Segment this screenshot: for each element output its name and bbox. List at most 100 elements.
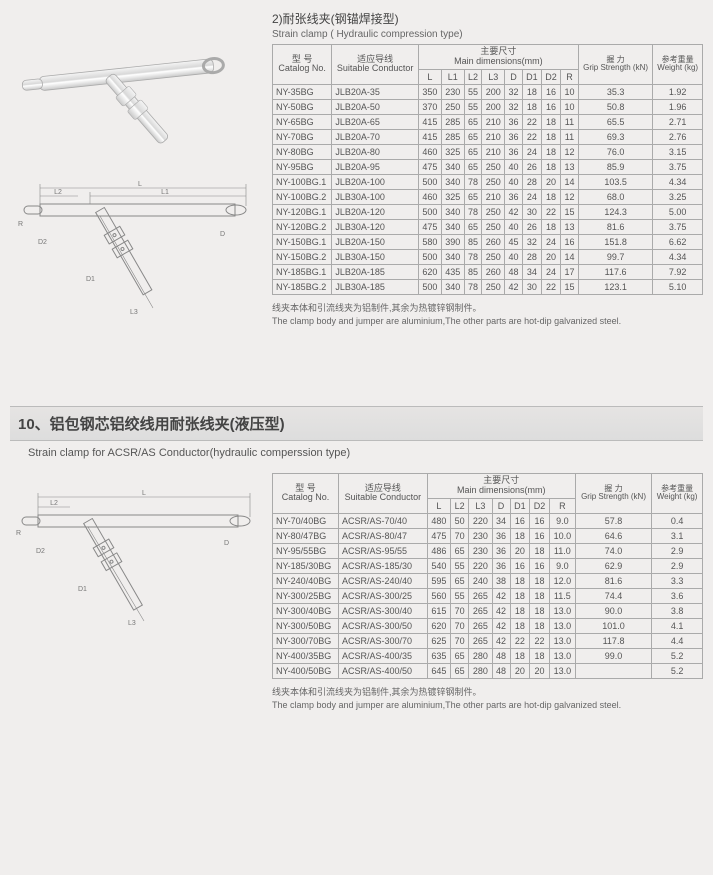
table-cell: 42 [505,279,523,294]
table-cell: 18 [530,618,550,633]
th2-weight: 参考重量 Weight (kg) [652,474,703,514]
figure-column-2: L L2 R D2 D1 D L3 [10,473,272,710]
table-cell: 14 [561,249,579,264]
table-cell: 18 [541,219,560,234]
table-cell: 250 [482,279,505,294]
table-cell: NY-80/47BG [273,528,339,543]
table-cell: ACSR/AS-300/25 [339,588,428,603]
table-row: NY-95/55BGACSR/AS-95/554866523036201811.… [273,543,703,558]
table-cell: ACSR/AS-400/35 [339,648,428,663]
table-cell: 57.8 [575,513,651,528]
table-cell: 230 [441,84,464,99]
table-cell: 620 [427,618,450,633]
table-row: NY-95BGJLB20A-95475340652504026181385.93… [273,159,703,174]
table-cell: 78 [464,279,482,294]
table-cell: 16 [530,558,550,573]
table-cell: 2.71 [653,114,703,129]
table-cell: 500 [418,279,441,294]
table-cell: JLB20A-65 [332,114,419,129]
th2-D1: D1 [510,498,530,513]
table-cell: JLB20A-95 [332,159,419,174]
table-cell [575,663,651,678]
table-cell: 620 [418,264,441,279]
table-cell: 36 [505,129,523,144]
table-row: NY-300/70BGACSR/AS-300/70625702654222221… [273,633,703,648]
table-cell: 340 [441,249,464,264]
table-cell: 460 [418,189,441,204]
table-cell: NY-120BG.1 [273,204,332,219]
table-cell: 117.8 [575,633,651,648]
table-cell: 40 [505,249,523,264]
table-cell: 70 [451,618,469,633]
table-cell: ACSR/AS-95/55 [339,543,428,558]
table-cell: 3.75 [653,219,703,234]
table-cell: 69.3 [578,129,653,144]
table-cell: 34 [522,264,541,279]
table-cell: 103.5 [578,174,653,189]
table-cell: 18 [510,573,530,588]
table-cell: 26 [522,219,541,234]
table-cell: 35.3 [578,84,653,99]
th2-model: 型 号 Catalog No. [273,474,339,514]
table-cell: JLB30A-120 [332,219,419,234]
table-cell: 20 [541,249,560,264]
table-cell: 30 [522,204,541,219]
table-cell: 32 [505,99,523,114]
table-cell: 26 [522,159,541,174]
table-cell: 65 [451,648,469,663]
table-cell: JLB20A-35 [332,84,419,99]
table-row: NY-80BGJLB20A-80460325652103624181276.03… [273,144,703,159]
th2-conductor: 适应导线 Suitable Conductor [339,474,428,514]
table-cell: 65 [451,543,469,558]
table-cell: 210 [482,189,505,204]
table-cell: NY-70BG [273,129,332,144]
table-cell: NY-185/30BG [273,558,339,573]
table-cell: 11 [561,114,579,129]
table-cell: 22 [522,114,541,129]
table-cell: 250 [482,174,505,189]
table-cell: 81.6 [578,219,653,234]
table-cell: 18 [541,189,560,204]
table-cell: 220 [469,513,492,528]
spec-table-1: 型 号 Catalog No. 适应导线 Suitable Conductor … [272,44,703,295]
table-cell: JLB20A-50 [332,99,419,114]
table-cell: 625 [427,633,450,648]
table-cell: 475 [418,159,441,174]
table-cell: 325 [441,189,464,204]
table-cell: JLB30A-185 [332,279,419,294]
th2-dims: 主要尺寸 Main dimensions(mm) [427,474,575,499]
table-row: NY-70/40BGACSR/AS-70/40480502203416169.0… [273,513,703,528]
table-cell: JLB30A-100 [332,189,419,204]
table-cell: 200 [482,84,505,99]
table-cell: ACSR/AS-300/40 [339,603,428,618]
th-L3: L3 [482,69,505,84]
table-cell: 265 [469,618,492,633]
table-cell: NY-300/70BG [273,633,339,648]
table-cell: 13.0 [549,648,575,663]
table-cell: 250 [482,159,505,174]
th-D1: D1 [522,69,541,84]
table-cell: 6.62 [653,234,703,249]
table-cell: 325 [441,144,464,159]
table-cell: 16 [541,99,560,114]
table-cell: 16 [530,513,550,528]
th2-D: D [492,498,510,513]
table-cell: 36 [492,528,510,543]
th-weight: 参考重量 Weight (kg) [653,45,703,85]
table-cell: 12.0 [549,573,575,588]
table-cell: 99.0 [575,648,651,663]
table-cell: 595 [427,573,450,588]
table-cell: 50 [451,513,469,528]
table-cell: 2.9 [652,558,703,573]
table-cell: 4.34 [653,249,703,264]
table-cell: NY-50BG [273,99,332,114]
th2-grip: 握 力 Grip Strength (kN) [575,474,651,514]
table-cell: ACSR/AS-300/70 [339,633,428,648]
th-grip: 握 力 Grip Strength (kN) [578,45,653,85]
table-cell: 500 [418,249,441,264]
table-cell: 28 [522,249,541,264]
table-row: NY-400/50BGACSR/AS-400/50645652804820201… [273,663,703,678]
table-cell: 16 [541,84,560,99]
dim-D2: D2 [38,239,47,246]
dimension-diagram-2: L L2 R D2 D1 D L3 [10,473,260,643]
